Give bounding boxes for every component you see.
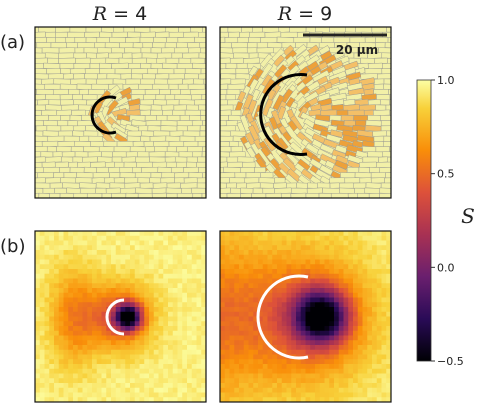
panel-b-r4: [35, 231, 206, 402]
obstacle-arc-a-r9: [259, 73, 308, 156]
obstacle-arc-a-r4: [90, 95, 117, 135]
panel-a-r9-frame: [219, 26, 392, 199]
colorbar-ticks: 1.0 0.5 0.0 −0.5: [431, 74, 464, 368]
colorbar: [416, 79, 432, 362]
panel-a-r4: [35, 27, 206, 198]
colorbar-tick-label: −0.5: [437, 355, 464, 368]
colorbar-tick-label: 1.0: [437, 74, 455, 87]
colorbar-label: S: [461, 204, 475, 228]
obstacle-arc-b-r9: [256, 274, 309, 360]
panel-b-r9-frame: [219, 230, 392, 403]
column-title-right: R = 9: [277, 3, 332, 25]
colorbar-tick-label: 0.5: [437, 168, 455, 181]
panel-b-r9: [220, 231, 391, 402]
panel-a-r4-frame: [34, 26, 207, 199]
panel-b-r4-frame: [34, 230, 207, 403]
obstacle-arc-b-r4: [105, 298, 125, 336]
row-label-b: (b): [0, 236, 25, 257]
row-label-a: (a): [0, 32, 25, 53]
scale-bar-label: 20 μm: [336, 43, 378, 57]
panel-a-r9: [220, 27, 391, 198]
colorbar-tick-label: 0.0: [437, 261, 455, 274]
column-title-left: R = 4: [92, 3, 147, 25]
